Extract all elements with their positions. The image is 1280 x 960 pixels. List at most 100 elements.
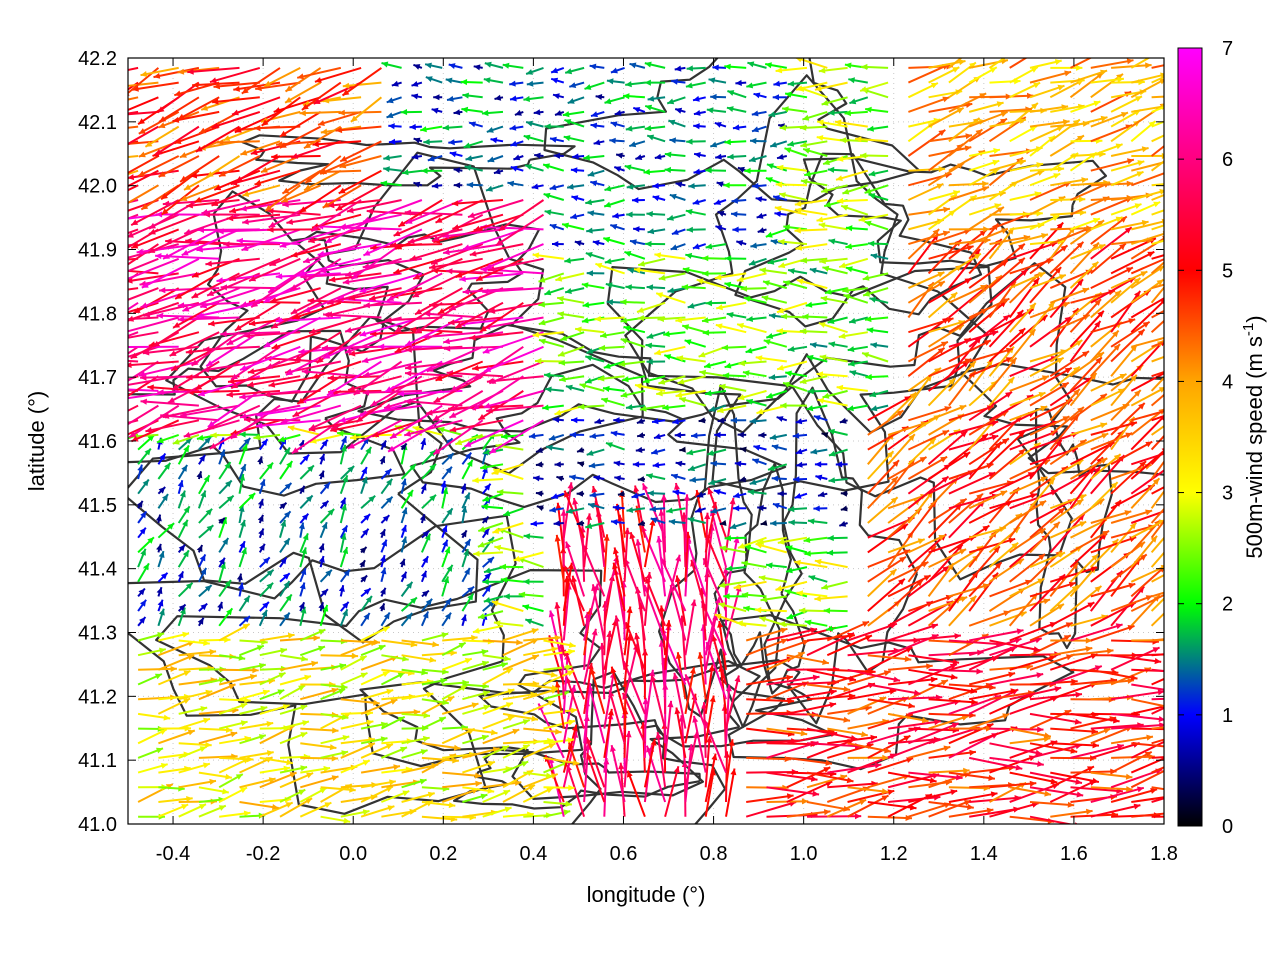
wind-vector xyxy=(1110,416,1136,451)
wind-vector-head xyxy=(730,768,737,776)
wind-vector-head xyxy=(587,662,594,670)
wind-vector xyxy=(908,654,960,664)
wind-vector-head xyxy=(565,541,571,549)
wind-vector xyxy=(888,664,933,671)
wind-vector-head xyxy=(1075,778,1082,785)
wind-vector xyxy=(927,503,963,539)
wind-vector-head xyxy=(821,432,829,438)
wind-vector-head xyxy=(1094,665,1102,671)
wind-vector xyxy=(583,662,593,715)
wind-vector xyxy=(1150,460,1164,480)
wind-vector-head xyxy=(410,597,417,604)
wind-vector-head xyxy=(380,587,386,595)
wind-vector xyxy=(657,535,667,597)
wind-vector-head xyxy=(1055,550,1062,558)
wind-vector-head xyxy=(612,504,620,511)
wind-vector xyxy=(928,469,976,495)
wind-vector-head xyxy=(514,780,522,786)
wind-vector xyxy=(806,668,857,682)
wind-vector-head xyxy=(400,443,407,451)
wind-vector-head xyxy=(971,699,978,706)
wind-vector xyxy=(562,583,571,641)
wind-vector xyxy=(766,651,806,671)
wind-vector xyxy=(1009,740,1058,759)
wind-vector xyxy=(1131,683,1164,691)
wind-vector xyxy=(1069,532,1108,568)
wind-vector-head xyxy=(1125,432,1133,439)
wind-vector-head xyxy=(777,538,785,545)
wind-vector xyxy=(1029,712,1082,724)
wind-vector xyxy=(1150,434,1164,451)
wind-vector-head xyxy=(501,433,508,440)
wind-vector xyxy=(928,799,972,818)
wind-vector xyxy=(563,490,586,539)
wind-vector xyxy=(1110,509,1153,524)
wind-vector-head xyxy=(548,743,556,749)
wind-vector xyxy=(1029,786,1084,797)
wind-vector-head xyxy=(1172,271,1178,278)
wind-vector xyxy=(684,693,697,744)
wind-vector-head xyxy=(484,585,491,593)
wind-vector-head xyxy=(1048,478,1055,485)
wind-vector-head xyxy=(507,715,515,722)
wind-vector-head xyxy=(140,511,147,519)
wind-vector xyxy=(1151,591,1164,598)
wind-vector-head xyxy=(182,631,189,638)
wind-vector-head xyxy=(795,448,803,455)
wind-vector-head xyxy=(650,738,657,746)
wind-vector xyxy=(908,802,952,818)
wind-vector xyxy=(847,719,890,730)
wind-vector-head xyxy=(674,575,681,583)
wind-vector-head xyxy=(1127,677,1134,684)
wind-vector xyxy=(969,629,1024,642)
wind-vector-head xyxy=(440,480,447,488)
wind-vector xyxy=(746,698,795,703)
wind-vector xyxy=(968,637,1022,657)
wind-vector-head xyxy=(624,527,631,535)
wind-vector-head xyxy=(787,506,795,513)
wind-vector xyxy=(1049,513,1086,554)
wind-vector-head xyxy=(478,613,485,620)
wind-vector xyxy=(745,657,794,671)
wind-vector xyxy=(1009,598,1051,613)
wind-vector-head xyxy=(675,652,682,659)
wind-vector-head xyxy=(1171,744,1178,750)
wind-vector xyxy=(623,634,631,685)
wind-vector xyxy=(1070,623,1123,642)
terrain-contour xyxy=(606,265,993,492)
wind-vector-head xyxy=(531,628,539,635)
wind-vector xyxy=(867,815,913,820)
wind-vector xyxy=(1090,771,1133,779)
wind-vector xyxy=(621,692,646,744)
wind-vector xyxy=(1049,438,1088,466)
wind-vector xyxy=(867,734,911,759)
wind-vector-head xyxy=(886,451,894,458)
wind-vector-head xyxy=(567,670,574,677)
wind-vector xyxy=(704,695,715,744)
wind-vector xyxy=(1008,592,1039,627)
wind-vector-head xyxy=(674,483,680,490)
wind-vector-head xyxy=(612,562,618,570)
wind-vector-head xyxy=(228,683,236,690)
wind-vector xyxy=(887,457,916,495)
wind-vector-head xyxy=(555,728,562,735)
wind-vector-head xyxy=(203,475,210,483)
wind-vector-head xyxy=(337,430,344,437)
wind-vector xyxy=(806,742,862,748)
wind-vector-head xyxy=(386,688,394,695)
wind-vector-head xyxy=(650,517,658,524)
wind-vector-head xyxy=(646,572,653,579)
wind-vector-head xyxy=(665,620,672,627)
wind-vector-head xyxy=(970,687,977,694)
wind-vector-head xyxy=(704,512,711,520)
wind-vector-head xyxy=(991,434,999,441)
wind-vector-head xyxy=(1055,440,1062,447)
wind-vector-head xyxy=(283,581,290,589)
wind-vector-head xyxy=(525,618,533,625)
wind-vector xyxy=(827,706,872,715)
wind-vector-head xyxy=(304,674,311,681)
wind-vector-head xyxy=(684,674,691,682)
wind-vector xyxy=(1090,786,1133,791)
wind-vector-head xyxy=(963,452,971,459)
wind-vector xyxy=(847,649,901,657)
